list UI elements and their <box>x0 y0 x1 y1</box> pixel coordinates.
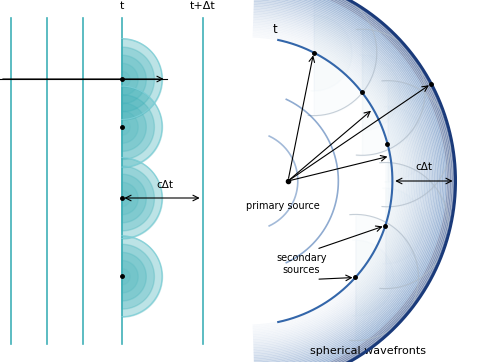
Text: cΔt: cΔt <box>416 162 432 172</box>
Text: t: t <box>273 24 278 37</box>
Text: cΔt: cΔt <box>156 181 173 190</box>
Text: t: t <box>120 1 124 11</box>
Text: primary source: primary source <box>246 201 320 211</box>
Text: t+Δt: t+Δt <box>190 1 216 11</box>
Text: spherical wavefronts: spherical wavefronts <box>310 346 426 356</box>
Text: secondary
sources: secondary sources <box>276 253 326 275</box>
